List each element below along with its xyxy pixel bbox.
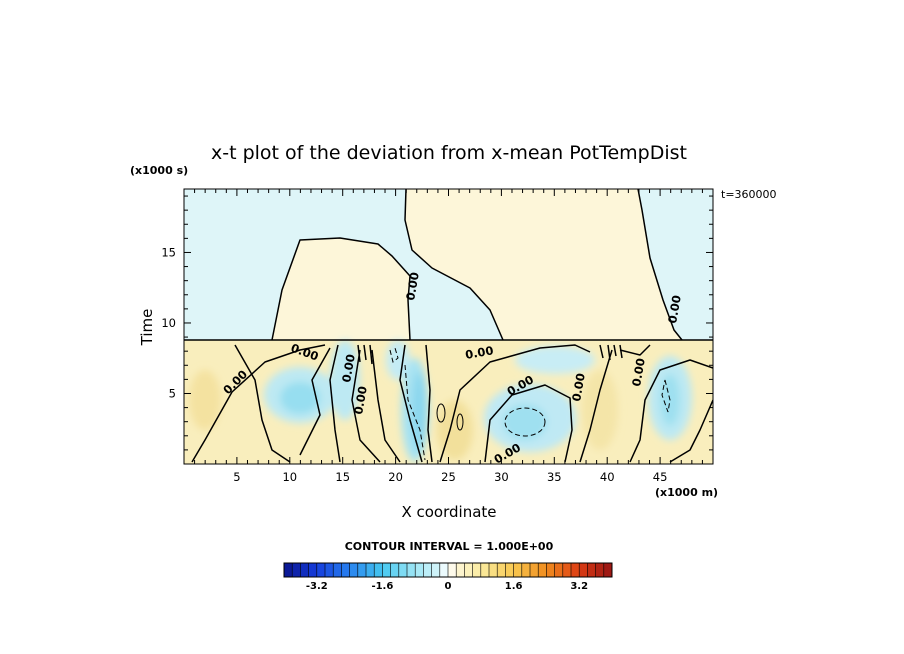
axis-ticks: 5 10 15 20 25 30 35 40 45 5 10 15: [161, 189, 713, 484]
colorbar-cell: [292, 563, 301, 577]
contour-label: 0.00: [403, 271, 422, 301]
colorbar-cell: [587, 563, 596, 577]
colorbar: -3.2 -1.6 0 1.6 3.2: [283, 562, 613, 592]
x-tick-label: 35: [547, 470, 562, 484]
colorbar-cell: [374, 563, 383, 577]
colorbar-cell: [546, 563, 555, 577]
x-tick-label: 30: [494, 470, 509, 484]
y-tick-label: 15: [161, 245, 176, 259]
x-tick-label: 20: [388, 470, 403, 484]
x-tick-label: 45: [653, 470, 668, 484]
colorbar-cell: [513, 563, 523, 577]
negative-contours: [389, 347, 671, 461]
colorbar-cell: [316, 563, 326, 577]
colorbar-cell: [431, 563, 441, 577]
contour-label: 0.00: [339, 353, 358, 383]
colorbar-cell: [325, 563, 334, 577]
zero-contours: [184, 189, 713, 463]
colorbar-cell: [284, 563, 293, 577]
x-unit-label: (x1000 m): [655, 486, 718, 499]
colorbar-cell: [538, 563, 547, 577]
x-tick-label: 15: [335, 470, 350, 484]
colorbar-cell: [472, 563, 482, 577]
colorbar-tick-label: 3.2: [570, 581, 588, 592]
colorbar-tick-label: 1.6: [505, 581, 523, 592]
colorbar-cell: [554, 563, 564, 577]
colorbar-cell: [464, 563, 473, 577]
colorbar-cell: [497, 563, 506, 577]
x-tick-label: 10: [282, 470, 297, 484]
colorbar-cell: [349, 563, 359, 577]
plot-field: [184, 189, 713, 464]
colorbar-cell: [521, 563, 531, 577]
colorbar-cell: [579, 563, 588, 577]
colorbar-cell: [571, 563, 580, 577]
time-label: t=360000: [721, 188, 777, 201]
chart-title: x-t plot of the deviation from x-mean Po…: [211, 142, 687, 164]
colorbar-cell: [530, 563, 539, 577]
contour-label: 0.00: [629, 357, 648, 387]
colorbar-cell: [480, 563, 490, 577]
colorbar-cell: [398, 563, 408, 577]
contour-label: 0.00: [351, 385, 370, 415]
colorbar-cell: [562, 563, 572, 577]
colorbar-cell: [333, 563, 342, 577]
x-axis-label: X coordinate: [401, 503, 496, 521]
x-tick-label: 40: [600, 470, 615, 484]
colorbar-cell: [341, 563, 350, 577]
y-axis-label: Time: [138, 309, 156, 347]
warm-lobe-upper-right: [405, 189, 682, 340]
colorbar-cell: [407, 563, 416, 577]
colorbar-cell: [456, 563, 465, 577]
positive-contours: [436, 403, 464, 431]
colorbar-frame: [283, 562, 613, 578]
y-unit-label: (x1000 s): [130, 164, 188, 177]
y-tick-label: 5: [169, 386, 176, 400]
colorbar-cell: [603, 563, 613, 577]
colorbar-cell: [415, 563, 424, 577]
colorbar-cell: [489, 563, 498, 577]
colorbar-tick-label: -3.2: [306, 581, 328, 592]
colorbar-tick-label: -1.6: [371, 581, 393, 592]
colorbar-cell: [505, 563, 514, 577]
contour-label: 0.00: [665, 294, 684, 324]
contour-label: 0.00: [464, 343, 494, 362]
colorbar-cell: [382, 563, 391, 577]
contour-interval-label: CONTOUR INTERVAL = 1.000E+00: [345, 540, 554, 553]
warm-lobe-upper-left: [272, 238, 410, 340]
contour-label: 0.00: [569, 372, 588, 402]
colorbar-cell: [366, 563, 375, 577]
colorbar-cell: [308, 563, 318, 577]
colorbar-cell: [423, 563, 432, 577]
colorbar-cell: [390, 563, 400, 577]
colorbar-cell: [448, 563, 457, 577]
y-tick-label: 10: [161, 316, 176, 330]
colorbar-cell: [357, 563, 367, 577]
x-tick-label: 5: [233, 470, 240, 484]
colorbar-tick-label: 0: [445, 581, 452, 592]
colorbar-cell: [300, 563, 309, 577]
colorbar-cell: [439, 563, 449, 577]
colorbar-cell: [595, 563, 605, 577]
x-tick-label: 25: [441, 470, 456, 484]
